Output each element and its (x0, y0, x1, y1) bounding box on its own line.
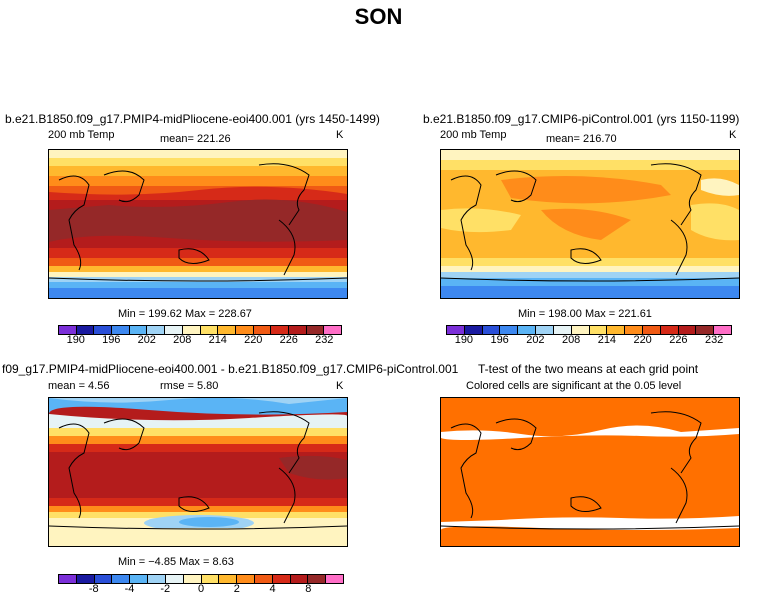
colorbar-cell (714, 326, 731, 334)
colorbar-tick-label: 2 (233, 583, 240, 595)
colorbar-cell (326, 575, 343, 583)
panel-subtitle-bottom-right: Colored cells are significant at the 0.0… (466, 380, 682, 392)
colorbar-ticks-top-left: 190 196 202 208 214 220 226 232 (58, 334, 342, 348)
colorbar-cell (288, 326, 307, 334)
colorbar-cell (182, 326, 201, 334)
colorbar-cell (553, 326, 572, 334)
colorbar-cell (254, 575, 273, 583)
colorbar-tick-label: 214 (597, 334, 617, 346)
colorbar-tick-label: 196 (490, 334, 509, 346)
colorbar-tick-label: 190 (66, 334, 85, 346)
colorbar-tick-label: 220 (633, 334, 652, 346)
colorbar-cell (94, 326, 113, 334)
colorbar-cell (218, 326, 236, 334)
colorbar-cell (130, 575, 149, 583)
colorbar-tick-label: 232 (315, 334, 334, 346)
colorbar-cell (112, 326, 130, 334)
colorbar-cell (500, 326, 519, 334)
colorbar-top-left (58, 325, 342, 335)
colorbar-cell (696, 326, 715, 334)
colorbar-ticks-bottom-left: -8 -4 -2 0 2 4 8 (58, 583, 344, 597)
colorbar-cell (642, 326, 661, 334)
mean-label-top-right: mean= 216.70 (546, 133, 617, 145)
colorbar-tick-label: 190 (454, 334, 474, 346)
colorbar-cell (183, 575, 202, 583)
colorbar-cell (625, 326, 643, 334)
colorbar-tick-label: 202 (137, 334, 156, 346)
colorbar-cell (324, 326, 341, 334)
colorbar-cell (272, 575, 291, 583)
minmax-top-left: Min = 199.62 Max = 228.67 (118, 308, 252, 320)
colorbar-cell (589, 326, 608, 334)
colorbar-tick-label: -2 (160, 583, 171, 595)
mean-label-bottom-left: mean = 4.56 (48, 380, 110, 392)
colorbar-tick-label: 208 (173, 334, 192, 346)
colorbar-cell (482, 326, 501, 334)
colorbar-cell (306, 326, 325, 334)
panel-title-bottom-right: T-test of the two means at each grid poi… (478, 362, 699, 376)
colorbar-cell (237, 575, 255, 583)
colorbar-cell (219, 575, 238, 583)
colorbar-cell (518, 326, 537, 334)
map-top-right (440, 149, 740, 299)
colorbar-tick-label: 4 (269, 583, 276, 595)
units-label-bottom-left: K (336, 380, 344, 392)
colorbar-ticks-top-right: 190 196 202 208 214 220 226 232 (446, 334, 732, 348)
minmax-top-right: Min = 198.00 Max = 221.61 (518, 308, 652, 320)
colorbar-cell (200, 326, 219, 334)
units-label-top-left: K (336, 129, 344, 141)
colorbar-bottom-left (58, 574, 344, 584)
colorbar-tick-label: 196 (102, 334, 121, 346)
map-top-left (48, 149, 348, 299)
colorbar-cell (660, 326, 679, 334)
colorbar-cell (165, 326, 183, 334)
minmax-bottom-left: Min = −4.85 Max = 8.63 (118, 556, 234, 568)
units-label-top-right: K (729, 129, 737, 141)
colorbar-cell (571, 326, 590, 334)
colorbar-cell (290, 575, 309, 583)
colorbar-cell (112, 575, 131, 583)
colorbar-cell (147, 326, 166, 334)
colorbar-cell (148, 575, 166, 583)
colorbar-tick-label: -8 (88, 583, 99, 595)
variable-label-top-left: 200 mb Temp (48, 129, 115, 141)
colorbar-cell (253, 326, 272, 334)
map-bottom-left (48, 397, 348, 547)
colorbar-cell (447, 326, 465, 334)
colorbar-top-right (446, 325, 732, 335)
colorbar-cell (464, 326, 483, 334)
colorbar-tick-label: -4 (124, 583, 135, 595)
colorbar-tick-label: 214 (208, 334, 227, 346)
colorbar-cell (76, 326, 95, 334)
colorbar-cell (76, 575, 95, 583)
panel-title-top-left: b.e21.B1850.f09_g17.PMIP4-midPliocene-eo… (5, 112, 380, 126)
colorbar-cell (235, 326, 254, 334)
colorbar-tick-label: 208 (561, 334, 581, 346)
colorbar-tick-label: 226 (279, 334, 298, 346)
colorbar-tick-label: 8 (305, 583, 312, 595)
rmse-label-bottom-left: rmse = 5.80 (160, 380, 219, 392)
mean-label-top-left: mean= 221.26 (160, 133, 231, 145)
colorbar-cell (271, 326, 289, 334)
colorbar-cell (201, 575, 220, 583)
colorbar-cell (94, 575, 113, 583)
panel-title-top-right: b.e21.B1850.f09_g17.CMIP6-piControl.001 … (423, 112, 740, 126)
colorbar-tick-label: 232 (704, 334, 724, 346)
colorbar-tick-label: 202 (526, 334, 545, 346)
colorbar-tick-label: 226 (669, 334, 688, 346)
colorbar-cell (59, 326, 77, 334)
colorbar-cell (678, 326, 697, 334)
colorbar-cell (536, 326, 554, 334)
map-bottom-right (440, 397, 740, 547)
variable-label-top-right: 200 mb Temp (440, 129, 507, 141)
colorbar-cell (308, 575, 327, 583)
colorbar-cell (165, 575, 184, 583)
colorbar-cell (59, 575, 77, 583)
colorbar-tick-label: 220 (244, 334, 263, 346)
colorbar-cell (607, 326, 626, 334)
colorbar-cell (129, 326, 148, 334)
figure-title: SON (354, 4, 403, 29)
colorbar-tick-label: 0 (197, 583, 205, 595)
panel-title-bottom-left: f09_g17.PMIP4-midPliocene-eoi400.001 - b… (2, 362, 459, 376)
